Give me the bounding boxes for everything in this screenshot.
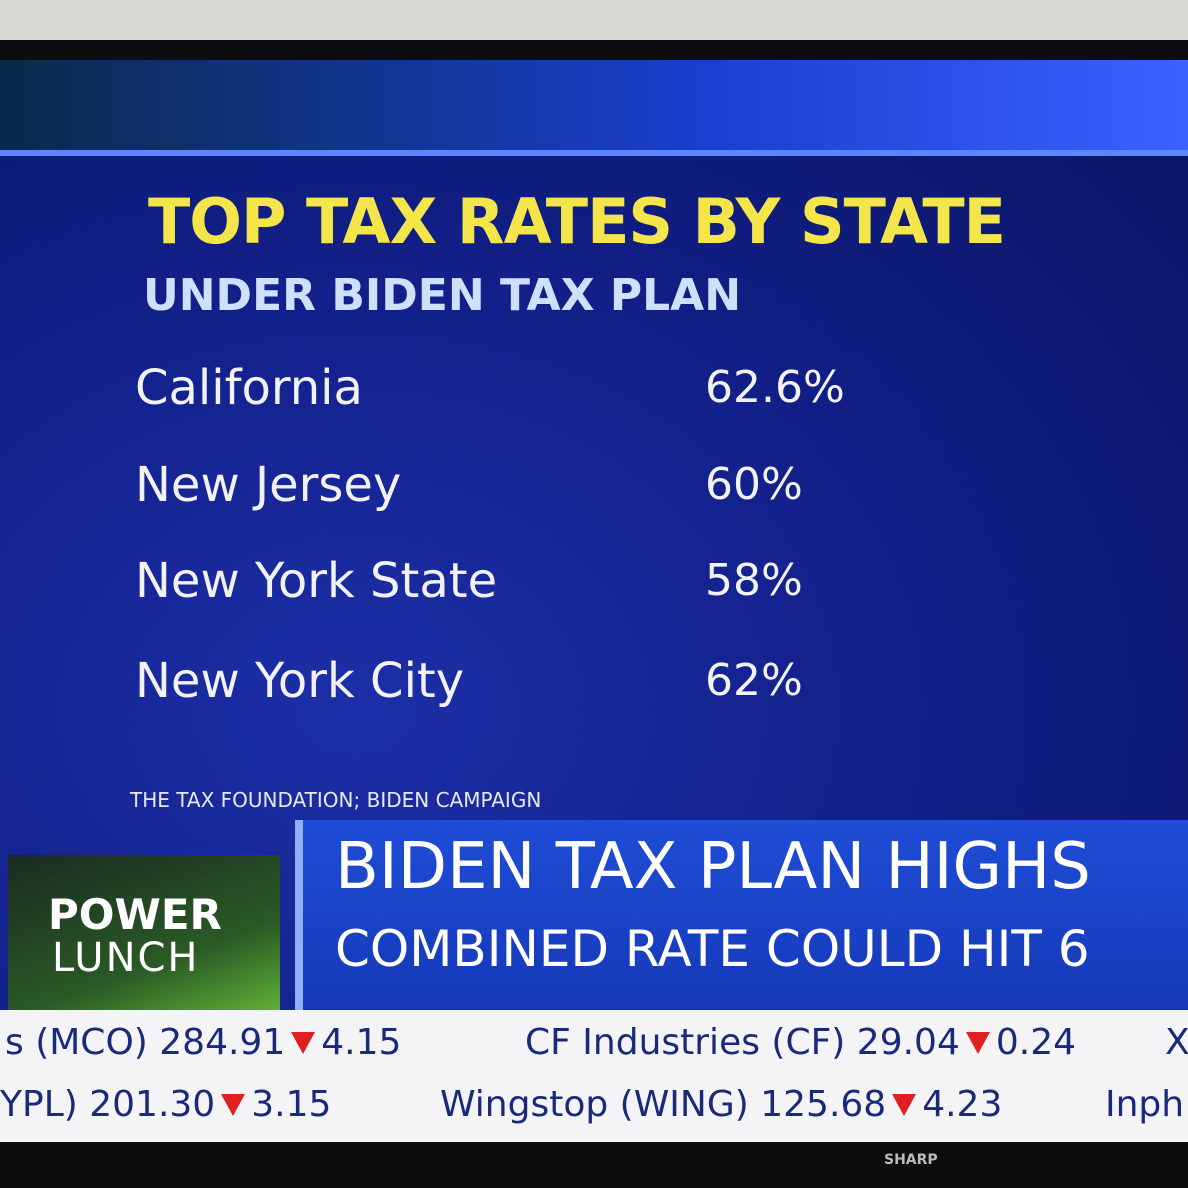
ticker-change: 3.15 bbox=[251, 1084, 332, 1125]
ticker-item: X bbox=[1165, 1022, 1188, 1063]
top-band bbox=[0, 60, 1188, 156]
tax-rate: 58% bbox=[705, 555, 803, 606]
ticker-item: Wingstop (WING) 125.68 4.23 bbox=[440, 1084, 1002, 1125]
ticker-item: CF Industries (CF) 29.04 0.24 bbox=[525, 1022, 1076, 1063]
ticker-text: CF Industries (CF) 29.04 bbox=[525, 1022, 960, 1063]
ticker-text: X bbox=[1165, 1022, 1188, 1063]
ticker-item: YPL) 201.30 3.15 bbox=[0, 1084, 331, 1125]
state-name: New York State bbox=[135, 553, 498, 609]
state-name: California bbox=[135, 360, 363, 416]
title: TOP TAX RATES BY STATE bbox=[148, 185, 1006, 258]
ticker-change: 4.15 bbox=[321, 1022, 402, 1063]
down-arrow bbox=[965, 1031, 990, 1054]
ticker-text: s (MCO) 284.91 bbox=[5, 1022, 286, 1063]
logo-box bbox=[8, 855, 280, 1030]
tax-rate: 62.6% bbox=[705, 362, 845, 413]
tax-rate: 60% bbox=[705, 459, 803, 510]
ticker-text: Wingstop (WING) 125.68 bbox=[440, 1084, 887, 1125]
down-arrow bbox=[221, 1093, 246, 1116]
ticker-item: s (MCO) 284.91 4.15 bbox=[5, 1022, 401, 1063]
down-arrow bbox=[291, 1031, 316, 1054]
ticker-text: YPL) 201.30 bbox=[0, 1084, 216, 1125]
state-name: New York City bbox=[135, 653, 465, 709]
brand: SHARP bbox=[884, 1152, 938, 1168]
logo-text: POWER bbox=[48, 890, 222, 939]
tv-screen: TOP TAX RATES BY STATE UNDER BIDEN TAX P… bbox=[0, 60, 1188, 1142]
ticker-item: Inph bbox=[1105, 1084, 1184, 1125]
headline: BIDEN TAX PLAN HIGHS bbox=[335, 830, 1091, 904]
headline-box bbox=[295, 820, 1188, 1010]
source: THE TAX FOUNDATION; BIDEN CAMPAIGN bbox=[130, 788, 542, 812]
subtitle: UNDER BIDEN TAX PLAN bbox=[143, 270, 742, 321]
ticker-text: Inph bbox=[1105, 1084, 1185, 1125]
logo-text: LUNCH bbox=[52, 935, 200, 981]
ticker: s (MCO) 284.91 4.15 CF Industries (CF) 29.… bbox=[0, 1010, 1188, 1142]
down-arrow bbox=[892, 1093, 917, 1116]
ticker-change: 0.24 bbox=[995, 1022, 1077, 1063]
state-name: New Jersey bbox=[135, 457, 402, 513]
tax-rate: 62% bbox=[705, 655, 803, 706]
ticker-change: 4.23 bbox=[922, 1084, 1003, 1125]
headline-sub: COMBINED RATE COULD HIT 6 bbox=[335, 920, 1090, 978]
